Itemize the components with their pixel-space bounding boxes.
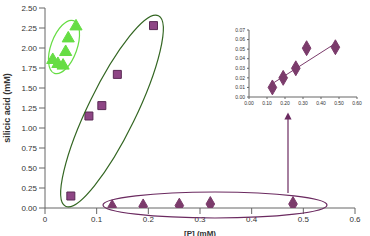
- svg-text:0.60: 0.60: [352, 100, 362, 106]
- svg-text:0.00: 0.00: [21, 204, 37, 213]
- svg-text:0.06: 0.06: [235, 36, 245, 42]
- svg-text:0.50: 0.50: [334, 100, 344, 106]
- svg-text:0.00: 0.00: [235, 94, 245, 100]
- svg-text:0.5: 0.5: [298, 215, 310, 224]
- svg-text:1.00: 1.00: [21, 124, 37, 133]
- svg-text:0.03: 0.03: [235, 65, 245, 71]
- svg-text:0.3: 0.3: [194, 215, 206, 224]
- svg-text:0.25: 0.25: [21, 184, 37, 193]
- svg-text:0.75: 0.75: [21, 144, 37, 153]
- svg-text:0.50: 0.50: [21, 164, 37, 173]
- svg-text:0.01: 0.01: [235, 84, 245, 90]
- svg-text:1.25: 1.25: [21, 104, 37, 113]
- svg-text:1.75: 1.75: [21, 64, 37, 73]
- svg-text:2.25: 2.25: [21, 24, 37, 33]
- svg-text:0.07: 0.07: [235, 27, 245, 33]
- svg-text:[P] (mM): [P] (mM): [184, 229, 216, 236]
- svg-text:silicic acid (mM): silicic acid (mM): [8, 73, 12, 143]
- svg-text:0.1: 0.1: [91, 215, 103, 224]
- svg-text:0.30: 0.30: [298, 100, 308, 106]
- svg-text:0.4: 0.4: [246, 215, 258, 224]
- svg-text:0: 0: [43, 215, 48, 224]
- svg-text:0.2: 0.2: [143, 215, 155, 224]
- svg-text:0.00: 0.00: [244, 100, 254, 106]
- svg-text:0.02: 0.02: [235, 75, 245, 81]
- svg-text:2.00: 2.00: [21, 44, 37, 53]
- svg-text:0.05: 0.05: [235, 46, 245, 52]
- svg-text:0.40: 0.40: [316, 100, 326, 106]
- svg-text:0.6: 0.6: [349, 215, 361, 224]
- svg-text:1.50: 1.50: [21, 84, 37, 93]
- svg-text:0.20: 0.20: [280, 100, 290, 106]
- svg-text:0.04: 0.04: [235, 55, 245, 61]
- svg-text:0.10: 0.10: [262, 100, 272, 106]
- svg-text:2.50: 2.50: [21, 4, 37, 13]
